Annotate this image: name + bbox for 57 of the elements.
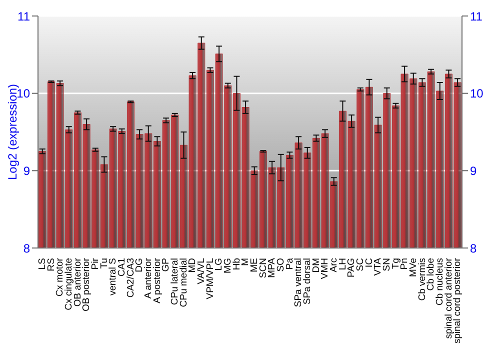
x-tick-label: Cx cingulate [63, 258, 74, 310]
x-tick-label: IC [364, 258, 375, 268]
x-tick-label: spinal cord anterior [443, 258, 454, 339]
y2-tick-label: 8 [470, 241, 477, 256]
x-tick-label: OB anterior [72, 258, 84, 307]
x-tick-label: CPu lateral [169, 258, 180, 305]
x-tick-label: Pir [90, 258, 101, 270]
x-tick-label: SC [354, 258, 366, 272]
x-tick-label: Cb nucleus [434, 258, 446, 306]
x-tick-label: Cb lobe [426, 258, 437, 291]
x-tick-label: MD [187, 258, 198, 273]
x-tick-label: M [240, 258, 252, 266]
y2-tick-label: 9 [470, 164, 477, 178]
y-axis-title: Log2 (expression) [5, 84, 20, 180]
x-tick-label: A anterior [142, 258, 154, 299]
x-tick-label: CPu medial [178, 258, 190, 308]
x-tick-label: VTA [372, 257, 384, 276]
x-tick-label: DG [134, 258, 146, 272]
x-tick-label: MPA [266, 257, 278, 278]
x-tick-label: Cb vermis [416, 258, 428, 301]
x-tick-label: VA/VL [196, 258, 207, 284]
x-tick-label: Pa [284, 257, 296, 270]
x-tick-label: A posterior [152, 258, 163, 304]
x-tick-label: CA2/CA3 [125, 258, 136, 298]
x-tick-label: Tg [390, 258, 402, 270]
y-tick-label: 9 [23, 164, 30, 178]
x-tick-label: SCN [258, 258, 269, 278]
x-tick-label: OB posterior [81, 258, 92, 312]
x-tick-label: spinal cord posterior [452, 258, 464, 344]
x-tick-label: Arc [328, 258, 340, 272]
y2-tick-label: 11 [470, 9, 483, 24]
x-tick-label: LG [214, 258, 225, 271]
y2-tick-label: 10 [470, 86, 484, 101]
x-tick-label: SPa ventral [293, 258, 304, 308]
x-tick-label: GP [160, 258, 172, 272]
x-tick-label: DM [310, 258, 322, 273]
x-tick-label: PAG [346, 258, 358, 278]
x-tick-label: LH [337, 258, 348, 270]
x-tick-label: MVe [408, 258, 419, 278]
x-tick-label: SO [275, 258, 286, 272]
x-tick-label: VMH [320, 258, 331, 280]
x-tick-label: MG [222, 258, 234, 274]
x-tick-label: Cx motor [54, 258, 66, 297]
y-tick-label: 8 [23, 241, 30, 256]
x-tick-label: SN [381, 258, 392, 272]
x-tick-label: Hb [231, 258, 242, 270]
x-tick-label: RS [46, 258, 57, 272]
x-tick-label: CA1 [116, 258, 128, 276]
x-tick-label: LS [36, 258, 48, 270]
x-tick-label: Tu [98, 258, 110, 269]
x-tick-label: VPM/VPL [204, 258, 216, 300]
x-tick-label: ME [248, 258, 260, 272]
x-tick-label: Pn [399, 258, 410, 270]
y-tick-label: 11 [18, 9, 30, 24]
y-tick-label: 10 [16, 86, 30, 101]
x-tick-label: ventral S [108, 258, 119, 296]
x-tick-label: SPa dorsal [302, 258, 313, 304]
